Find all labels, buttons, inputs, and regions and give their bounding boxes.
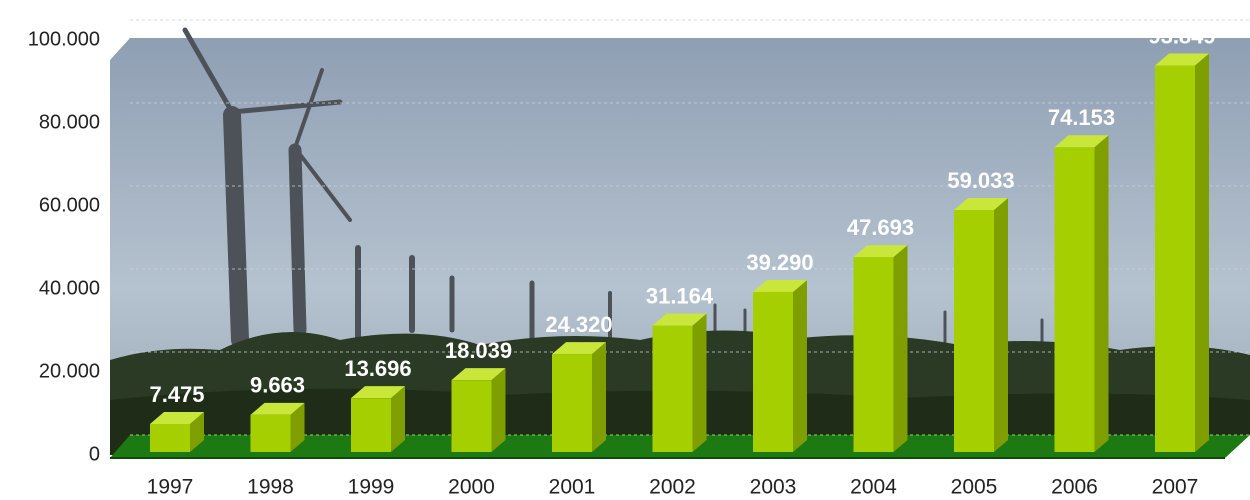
value-label: 24.320 xyxy=(545,312,612,337)
value-label: 93.849 xyxy=(1148,23,1215,48)
bars xyxy=(150,53,1209,453)
bar-top xyxy=(150,411,204,424)
bar-side xyxy=(290,402,305,452)
bar-top xyxy=(1155,53,1209,66)
bar-top xyxy=(753,279,807,292)
value-label: 31.164 xyxy=(646,283,714,308)
bar xyxy=(250,414,291,452)
value-label: 7.475 xyxy=(149,382,204,407)
x-tick-label: 2005 xyxy=(951,476,998,499)
x-tick-label: 2004 xyxy=(850,476,897,499)
x-tick-label: 2002 xyxy=(649,476,696,499)
bar-side xyxy=(592,342,606,452)
bar xyxy=(652,325,693,452)
bar xyxy=(552,354,592,452)
x-tick-label: 2003 xyxy=(750,476,797,499)
y-tick-label: 80.000 xyxy=(39,111,100,133)
bar-side xyxy=(692,313,707,452)
y-tick-label: 40.000 xyxy=(39,277,100,299)
bar-top xyxy=(552,342,606,355)
y-tick-label: 0 xyxy=(89,443,100,465)
x-tick-label: 2006 xyxy=(1051,476,1098,499)
value-label: 39.290 xyxy=(746,250,813,275)
bar xyxy=(853,257,894,452)
x-tick-label: 2001 xyxy=(549,476,596,499)
bar-top xyxy=(1054,135,1109,148)
x-tick-label: 1997 xyxy=(147,476,194,499)
x-tick-label: 2000 xyxy=(448,476,495,499)
bar-side xyxy=(1094,135,1109,452)
value-label: 18.039 xyxy=(445,338,512,363)
y-tick-label: 60.000 xyxy=(39,194,100,216)
x-tick-label: 2007 xyxy=(1152,476,1199,499)
bar xyxy=(1155,65,1195,453)
bar-top xyxy=(250,402,305,415)
bar-side xyxy=(994,198,1008,452)
x-tick-label: 1998 xyxy=(247,476,294,499)
value-label: 13.696 xyxy=(344,356,411,381)
bar-side xyxy=(190,411,204,452)
bar xyxy=(351,398,391,452)
bar-top xyxy=(652,313,707,326)
value-label: 74.153 xyxy=(1048,105,1115,130)
bar-side xyxy=(1195,53,1209,453)
x-tick-label: 1999 xyxy=(348,476,395,499)
bar-side xyxy=(893,245,908,452)
bar xyxy=(1054,147,1095,452)
bar-side xyxy=(491,368,506,452)
y-tick-label: 100.000 xyxy=(28,28,100,50)
bar xyxy=(150,423,190,452)
value-label: 9.663 xyxy=(250,373,305,398)
bar xyxy=(753,291,793,452)
bar-top xyxy=(853,245,908,258)
bar-top xyxy=(451,368,506,381)
bar-top xyxy=(954,198,1008,211)
value-label: 59.033 xyxy=(947,168,1014,193)
bar-top xyxy=(351,386,405,399)
y-tick-label: 20.000 xyxy=(39,360,100,382)
bar xyxy=(451,380,492,452)
bar-side xyxy=(793,279,807,452)
bar xyxy=(954,210,994,452)
bar-side xyxy=(391,386,405,452)
value-label: 47.693 xyxy=(847,215,914,240)
